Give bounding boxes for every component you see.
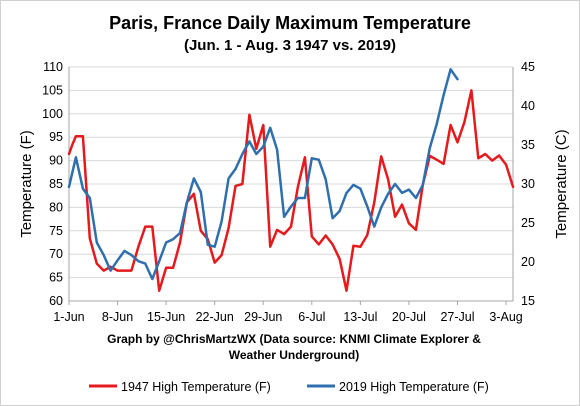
- y-axis-right: 15 20 25 30 35 40 45: [521, 60, 535, 308]
- series-lines: [67, 68, 515, 292]
- series-2019-line: [67, 68, 459, 281]
- series-1947-line: [67, 89, 515, 292]
- chart-title: Paris, France Daily Maximum Temperature: [109, 13, 471, 33]
- y2-tick-label: 40: [521, 99, 535, 113]
- y-tick-label: 105: [42, 83, 63, 97]
- gridlines: [69, 66, 513, 302]
- y2-tick-label: 20: [521, 255, 535, 269]
- y-tick-label: 80: [49, 200, 63, 214]
- x-tick-label: 13-Jul: [343, 310, 377, 324]
- y-tick-label: 100: [42, 107, 63, 121]
- x-tick-label: 1-Jun: [53, 310, 84, 324]
- y2-tick-label: 30: [521, 177, 535, 191]
- y2-tick-label: 45: [521, 60, 535, 74]
- x-tick-label: 8-Jun: [102, 310, 133, 324]
- y-axis-right-title: Temperature (C): [553, 129, 570, 238]
- y-axis-left-title: Temperature (F): [18, 130, 35, 238]
- y-tick-label: 85: [49, 177, 63, 191]
- x-tick-label: 3-Aug: [489, 310, 522, 324]
- legend: 1947 High Temperature (F) 2019 High Temp…: [89, 380, 489, 394]
- y-tick-label: 110: [43, 60, 63, 74]
- x-tick-label: 6-Jul: [298, 310, 325, 324]
- legend-label-2019: 2019 High Temperature (F): [339, 380, 489, 394]
- y-tick-label: 60: [49, 294, 63, 308]
- credit-line-1: Graph by @ChrisMartzWX (Data source: KNM…: [107, 332, 481, 346]
- x-tick-label: 22-Jun: [196, 310, 234, 324]
- credit-line-2: Weather Underground): [229, 348, 359, 362]
- x-tick-label: 15-Jun: [147, 310, 185, 324]
- y-tick-label: 65: [49, 271, 63, 285]
- x-tick-label: 29-Jun: [244, 310, 282, 324]
- y-tick-label: 70: [49, 247, 63, 261]
- y-axis-left: 60 65 70 75 80 85 90 95 100 105 110: [42, 60, 63, 308]
- legend-label-1947: 1947 High Temperature (F): [121, 380, 271, 394]
- x-tick-label: 27-Jul: [440, 310, 474, 324]
- y-tick-label: 90: [49, 154, 63, 168]
- x-axis: 1-Jun 8-Jun 15-Jun 22-Jun 29-Jun 6-Jul 13-Jul 2…: [53, 301, 523, 324]
- y2-tick-label: 35: [521, 138, 535, 152]
- y-tick-label: 75: [49, 224, 63, 238]
- y-tick-label: 95: [49, 130, 63, 144]
- chart-subtitle: (Jun. 1 - Aug. 3 1947 vs. 2019): [184, 37, 396, 54]
- y2-tick-label: 15: [521, 294, 535, 308]
- x-tick-label: 20-Jul: [392, 310, 426, 324]
- y2-tick-label: 25: [521, 216, 535, 230]
